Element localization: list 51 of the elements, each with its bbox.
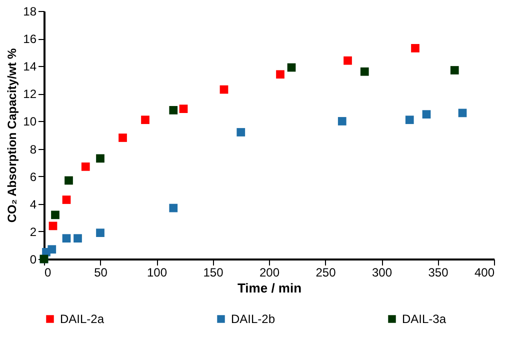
x-tick-label: 100	[146, 266, 168, 280]
point	[96, 228, 104, 238]
point	[179, 104, 188, 114]
point	[287, 63, 296, 72]
point	[411, 44, 420, 52]
x-tick-label: 400	[474, 266, 495, 280]
x-tick-label: 150	[203, 266, 224, 280]
point	[422, 110, 431, 119]
point	[405, 116, 414, 124]
y-tick-label: 4	[30, 197, 37, 212]
point	[51, 210, 60, 220]
point	[344, 56, 352, 65]
y-tick-label: 18	[23, 4, 37, 18]
point	[450, 66, 459, 74]
x-tick-label: 350	[428, 266, 449, 280]
x-tick-label: 300	[372, 266, 392, 280]
point	[64, 176, 73, 185]
legend-label: DAIL-2a	[60, 312, 104, 326]
point	[48, 245, 56, 254]
y-tick-label: 8	[30, 142, 37, 156]
x-tick-label: 200	[259, 266, 280, 280]
y-tick-label: 6	[30, 170, 37, 184]
x-tick-label: 250	[316, 266, 336, 280]
point	[118, 134, 127, 142]
x-tick-label: 0	[44, 266, 52, 280]
point	[360, 67, 369, 76]
y-tick-label: 16	[23, 32, 37, 46]
point	[338, 117, 346, 126]
point	[276, 70, 284, 79]
y-tick-label: 2	[30, 224, 37, 239]
point	[169, 204, 178, 212]
y-tick-label: 10	[23, 114, 37, 129]
point	[458, 108, 467, 118]
point	[62, 234, 71, 243]
point	[74, 234, 82, 243]
point	[220, 85, 228, 94]
point	[48, 222, 58, 230]
point	[236, 128, 246, 136]
y-tick-label: 0	[30, 252, 37, 266]
y-tick-label: 14	[23, 60, 37, 74]
point	[62, 196, 71, 204]
legend-label: DAIL-3a	[402, 312, 446, 326]
y-tick-label: 12	[23, 87, 37, 102]
y-axis-title: CO₂ Absorption Capacity/wt %	[5, 48, 20, 223]
x-axis-title: Time / min	[237, 280, 302, 296]
point	[81, 162, 90, 171]
legend-label: DAIL-2b	[231, 312, 276, 326]
point	[169, 106, 178, 114]
point	[96, 154, 104, 163]
point	[141, 116, 150, 124]
x-tick-label: 50	[94, 266, 108, 280]
